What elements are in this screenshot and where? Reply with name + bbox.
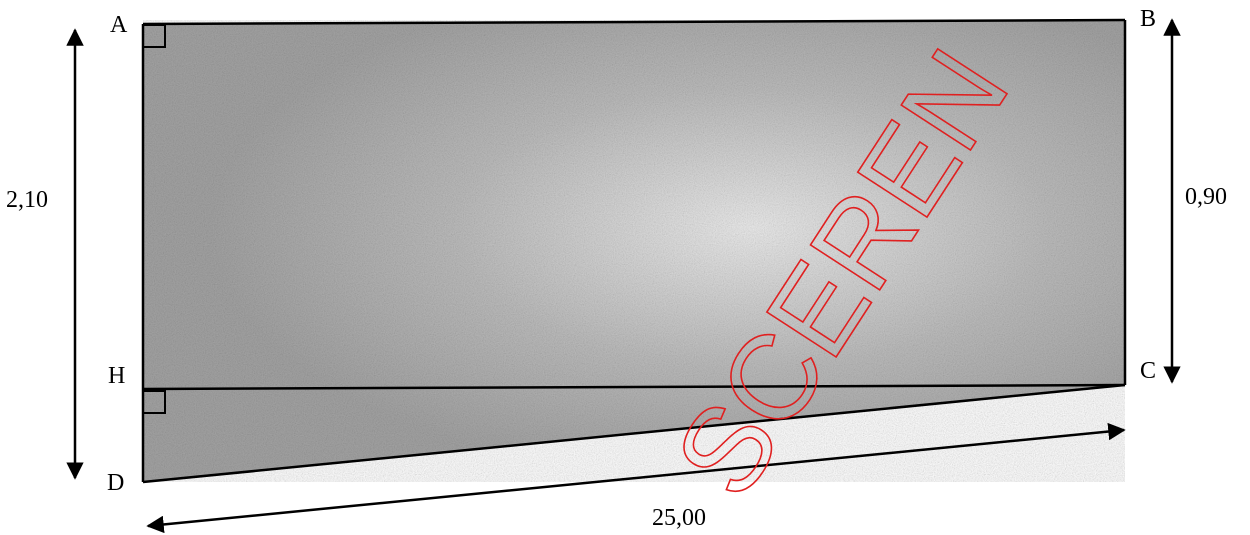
dimension-label-right: 0,90 — [1185, 184, 1227, 210]
label-a: A — [110, 12, 128, 38]
label-b: B — [1140, 6, 1156, 32]
right-angle-marker-h — [142, 390, 166, 414]
edge-ab — [142, 18, 1126, 26]
section-fill — [143, 20, 1125, 482]
label-h: H — [108, 363, 125, 389]
dimension-arrow-bottom — [146, 422, 1126, 534]
label-d: D — [107, 470, 124, 496]
dimension-label-bottom: 25,00 — [652, 505, 706, 531]
label-c: C — [1140, 358, 1156, 384]
right-angle-marker-a — [142, 24, 166, 48]
dimension-label-left: 2,10 — [6, 187, 48, 213]
segment-hc — [142, 383, 1126, 391]
